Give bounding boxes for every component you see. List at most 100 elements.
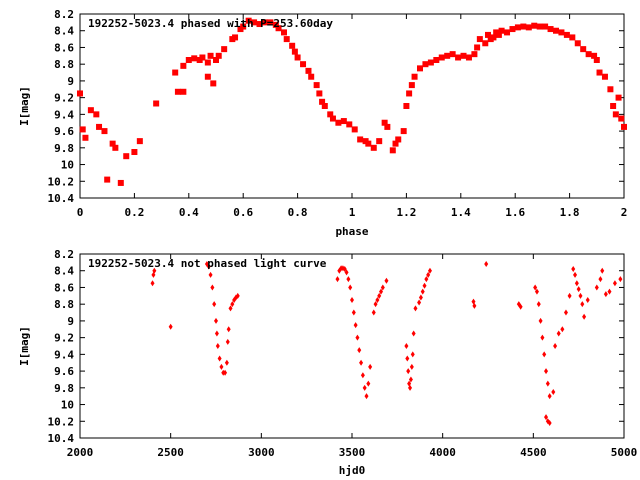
- data-point: [520, 23, 527, 30]
- data-point: [359, 359, 364, 366]
- y-tick-label: 8.6: [54, 41, 74, 54]
- data-point: [380, 284, 385, 291]
- x-tick-label: 2000: [67, 446, 94, 459]
- data-point: [544, 414, 549, 421]
- data-point: [153, 100, 160, 107]
- data-point: [593, 57, 600, 63]
- data-point: [563, 31, 570, 38]
- data-point: [275, 25, 282, 32]
- data-point: [395, 136, 402, 143]
- x-axis-label: hjd0: [339, 464, 366, 477]
- data-point: [245, 17, 252, 24]
- data-point: [131, 149, 138, 155]
- data-point: [618, 276, 623, 283]
- data-point: [563, 309, 568, 316]
- data-point: [213, 57, 219, 63]
- data-point: [547, 419, 552, 426]
- data-point: [417, 65, 423, 72]
- data-point: [400, 128, 407, 135]
- x-tick-label: 1.8: [560, 206, 580, 219]
- data-point: [540, 334, 545, 341]
- data-point: [621, 123, 627, 130]
- data-point: [101, 128, 108, 135]
- data-point: [348, 284, 353, 291]
- data-point: [525, 24, 532, 31]
- phased-light-curve-panel: 0 0.2 0.4 0.6 0.8 1 1.2 1.4 1.6 1.8 2 8.2 8.4 8.6 8.8…: [18, 8, 627, 238]
- data-point: [498, 27, 505, 34]
- data-point: [123, 153, 130, 160]
- data-point: [355, 334, 360, 341]
- y-axis-label: I[mag]: [18, 86, 31, 126]
- x-tick-label: 4000: [429, 446, 456, 459]
- x-tick-labels: 2000 2500 3000 3500 4000 4500 5000: [67, 446, 638, 459]
- data-point: [408, 376, 413, 383]
- data-point: [214, 317, 218, 324]
- data-point: [408, 384, 413, 391]
- data-point: [351, 309, 356, 316]
- data-point: [109, 140, 116, 147]
- data-point: [281, 29, 287, 36]
- data-point: [405, 355, 410, 362]
- x-tick-label: 0: [77, 206, 84, 219]
- data-point: [591, 52, 598, 59]
- data-point: [185, 57, 192, 63]
- data-point: [353, 322, 358, 329]
- data-point: [596, 69, 603, 76]
- data-point: [366, 380, 371, 387]
- y-tick-label: 10: [61, 399, 74, 412]
- x-tick-labels: 0 0.2 0.4 0.6 0.8 1 1.2 1.4 1.6 1.8 2: [77, 206, 628, 219]
- plot-frame: [79, 253, 625, 439]
- y-tick-label: 8.4: [54, 25, 74, 38]
- data-point: [210, 284, 215, 291]
- data-point: [235, 292, 240, 299]
- data-point: [426, 271, 431, 278]
- data-point: [152, 267, 157, 274]
- data-point: [168, 323, 173, 330]
- data-point: [267, 19, 274, 26]
- y-tick-label: 8.2: [54, 8, 74, 21]
- data-point: [411, 73, 418, 80]
- data-point: [455, 54, 462, 61]
- data-point: [471, 51, 478, 58]
- data-point: [217, 355, 222, 362]
- data-point: [191, 55, 198, 62]
- panel-title: 192252-5023.4 not phased light curve: [88, 257, 327, 270]
- data-point: [618, 115, 625, 122]
- data-point: [612, 111, 619, 118]
- data-point: [180, 62, 187, 69]
- y-tick-label: 10.2: [48, 175, 75, 188]
- data-point: [261, 19, 268, 26]
- data-point: [208, 271, 213, 278]
- x-tick-label: 2: [621, 206, 628, 219]
- y-tick-label: 9.6: [54, 125, 74, 138]
- y-tick-label: 9.6: [54, 365, 74, 378]
- data-point: [294, 54, 301, 61]
- data-point: [272, 21, 279, 28]
- data-point: [228, 305, 233, 312]
- data-point: [545, 380, 550, 387]
- data-point: [136, 138, 143, 145]
- data-point: [392, 140, 399, 147]
- data-point: [350, 297, 354, 303]
- data-point: [87, 107, 94, 114]
- y-tick-labels: 8.2 8.4 8.6 8.8 9 9.2 9.4 9.6 9.8 10 10.2 10.4: [48, 8, 75, 205]
- data-point: [329, 115, 336, 122]
- data-point: [232, 34, 239, 41]
- data-point: [112, 144, 119, 151]
- y-tick-label: 8.2: [54, 248, 74, 261]
- x-axis-label: phase: [335, 225, 368, 238]
- data-point: [117, 179, 124, 186]
- y-tick-label: 9.2: [54, 92, 74, 105]
- panel-title: 192252-5023.4 phased with P=253.60day: [88, 17, 333, 30]
- data-point: [104, 176, 111, 183]
- data-point: [585, 297, 590, 303]
- data-point: [603, 291, 608, 298]
- data-point: [460, 52, 467, 59]
- data-point: [573, 271, 578, 278]
- data-point: [582, 313, 587, 320]
- data-point: [495, 31, 502, 38]
- data-point: [389, 147, 396, 154]
- y-tick-label: 9: [67, 75, 74, 88]
- data-point: [300, 61, 307, 68]
- data-point: [536, 301, 541, 308]
